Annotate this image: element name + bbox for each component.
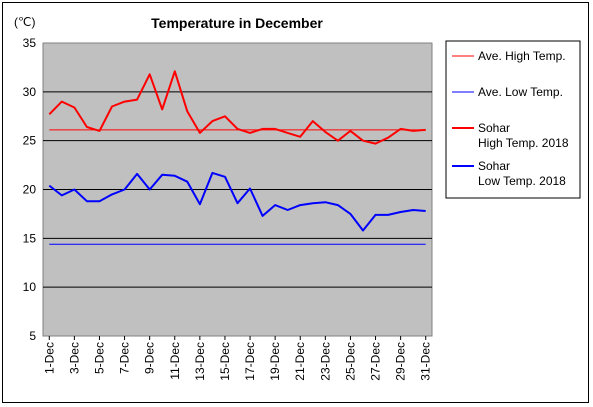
x-tick-label-29-Dec: 29-Dec bbox=[394, 342, 408, 381]
x-tick-label-15-Dec: 15-Dec bbox=[218, 342, 232, 381]
x-tick-label-17-Dec: 17-Dec bbox=[243, 342, 257, 381]
x-tick-label-23-Dec: 23-Dec bbox=[318, 342, 332, 381]
x-tick-label-11-Dec: 11-Dec bbox=[168, 342, 182, 380]
y-tick-label-20: 20 bbox=[23, 183, 37, 197]
series-line-4 bbox=[48, 171, 426, 232]
chart-title: Temperature in December bbox=[151, 15, 323, 31]
x-tick-label-3-Dec: 3-Dec bbox=[67, 342, 81, 374]
y-tick-label-10: 10 bbox=[23, 280, 37, 294]
legend-label-2: Ave. Low Temp. bbox=[478, 85, 563, 99]
x-tick-label-31-Dec: 31-Dec bbox=[419, 342, 433, 381]
legend-label-3-line1: Sohar bbox=[478, 121, 510, 135]
x-tick-label-21-Dec: 21-Dec bbox=[293, 342, 307, 381]
x-axis-ticks: 1-Dec 3-Dec 5-Dec 7-Dec 9-Dec 11-Dec 13-Dec 15-… bbox=[42, 336, 433, 381]
series-group bbox=[48, 70, 426, 245]
x-tick-label-27-Dec: 27-Dec bbox=[369, 342, 383, 381]
y-tick-label-35: 35 bbox=[23, 36, 37, 50]
y-tick-label-25: 25 bbox=[23, 134, 37, 148]
legend-box bbox=[445, 40, 581, 199]
x-tick-label-1-Dec: 1-Dec bbox=[42, 342, 56, 374]
legend-label-4-line2: Low Temp. 2018 bbox=[478, 174, 566, 188]
legend-label-3-line2: High Temp. 2018 bbox=[478, 136, 569, 150]
y-tick-label-15: 15 bbox=[23, 231, 37, 245]
legend-label-1: Ave. High Temp. bbox=[478, 49, 566, 63]
y-axis-ticks: 5 10 15 20 25 30 35 bbox=[23, 36, 37, 343]
x-tick-label-19-Dec: 19-Dec bbox=[268, 342, 282, 381]
x-tick-label-9-Dec: 9-Dec bbox=[143, 342, 157, 374]
unit-label: (℃) bbox=[14, 15, 35, 29]
x-tick-label-13-Dec: 13-Dec bbox=[193, 342, 207, 381]
x-tick-label-7-Dec: 7-Dec bbox=[118, 342, 132, 374]
x-tick-label-25-Dec: 25-Dec bbox=[343, 342, 357, 381]
y-tick-label-30: 30 bbox=[23, 85, 37, 99]
y-tick-label-5: 5 bbox=[29, 329, 36, 343]
legend-label-4-line1: Sohar bbox=[478, 159, 510, 173]
x-tick-label-5-Dec: 5-Dec bbox=[92, 342, 106, 374]
series-line-3 bbox=[48, 70, 426, 145]
